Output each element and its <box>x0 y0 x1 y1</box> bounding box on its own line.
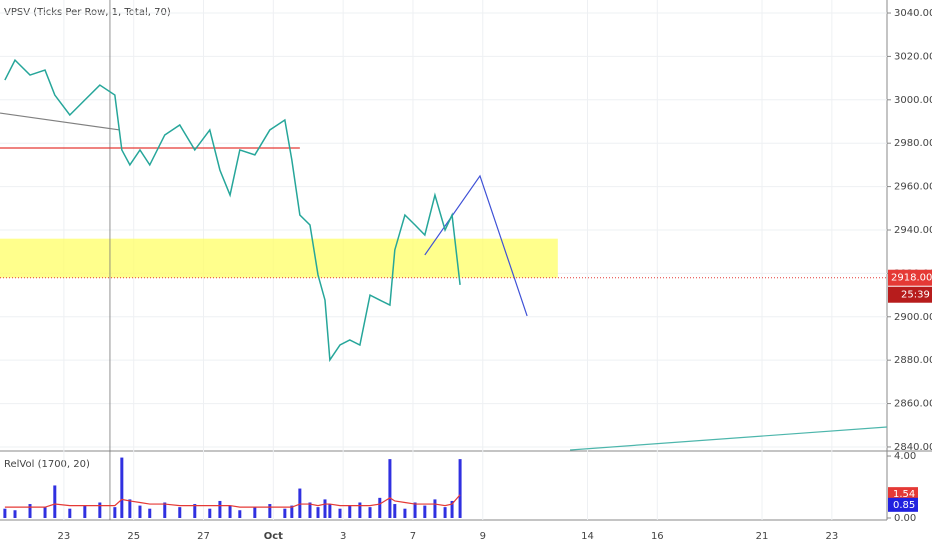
y-tick-label: 2960.00 <box>894 182 932 193</box>
y-tick-label: 0.00 <box>894 513 916 524</box>
relvol-bar <box>323 499 327 518</box>
relvol-bar <box>120 457 124 518</box>
relvol-bar <box>443 507 447 518</box>
x-tick-label: 25 <box>127 531 140 542</box>
last-value-box <box>888 497 918 512</box>
relvol-bar <box>283 508 287 518</box>
x-tick-label: 16 <box>651 531 664 542</box>
relvol-bar <box>316 507 320 518</box>
relvol-bar <box>128 499 132 518</box>
countdown-label: 25:39 <box>901 290 930 301</box>
relvol-bar <box>433 499 437 518</box>
relvol-bar <box>193 504 197 518</box>
relvol-bar <box>290 505 294 518</box>
relvol-bar <box>178 507 182 518</box>
relvol-bar <box>328 504 332 518</box>
relvol-average <box>4 494 461 508</box>
relvol-bar <box>423 505 427 518</box>
relvol-bar <box>378 497 382 518</box>
x-tick-label: 21 <box>756 531 769 542</box>
relvol-bar <box>98 502 102 518</box>
last-price-label: 2918.00 <box>891 273 932 284</box>
relvol-bar <box>3 508 7 518</box>
relvol-bar <box>228 505 232 518</box>
x-tick-label: 23 <box>58 531 71 542</box>
y-tick-label: 2980.00 <box>894 138 932 149</box>
x-tick-label: 9 <box>480 531 486 542</box>
relvol-bar <box>403 508 407 518</box>
last-value-box <box>888 487 918 502</box>
y-tick-label: 3020.00 <box>894 51 932 62</box>
y-tick-label: 2880.00 <box>894 355 932 366</box>
relvol-bar <box>298 488 302 518</box>
relvol-bar <box>83 505 87 518</box>
x-tick-label: 27 <box>197 531 210 542</box>
relvol-bar <box>348 505 352 518</box>
y-tick-label: 2860.00 <box>894 399 932 410</box>
relvol-bar <box>53 485 57 518</box>
relvol-bar <box>253 507 257 518</box>
relvol-bar <box>113 507 117 518</box>
price-line <box>4 58 461 363</box>
x-tick-label: 7 <box>410 531 416 542</box>
relvol-bar <box>163 502 167 518</box>
relvol-bar <box>458 459 462 518</box>
relvol-bar <box>68 508 72 518</box>
relvol-bar <box>208 508 212 518</box>
x-tick-label: 3 <box>340 531 346 542</box>
y-tick-label: 2900.00 <box>894 312 932 323</box>
last-value-label: 0.85 <box>893 500 915 511</box>
last-value-label: 1.54 <box>893 489 915 500</box>
relvol-bar <box>28 504 32 518</box>
relvol-bar <box>268 504 272 518</box>
relvol-bar <box>43 507 47 518</box>
last-price-box <box>888 269 932 286</box>
relvol-bar <box>393 504 397 518</box>
relvol-bar <box>338 508 342 518</box>
relvol-bar <box>138 505 142 518</box>
relvol-bar <box>450 500 454 518</box>
y-tick-label: 2940.00 <box>894 225 932 236</box>
relvol-bar <box>368 507 372 518</box>
relvol-bar <box>148 508 152 518</box>
y-tick-label: 3040.00 <box>894 8 932 19</box>
relvol-bar <box>218 500 222 518</box>
price-title: VPSV (Ticks Per Row, 1, Total, 70) <box>4 7 171 18</box>
countdown-box <box>888 286 932 303</box>
x-tick-label: 14 <box>581 531 594 542</box>
drawing-line <box>0 112 120 131</box>
relvol-bar <box>358 502 362 518</box>
drawing-line <box>569 426 888 451</box>
relvol-bar <box>413 502 417 518</box>
y-tick-label: 2840.00 <box>894 442 932 453</box>
y-tick-label: 3000.00 <box>894 95 932 106</box>
x-tick-label: Oct <box>264 531 283 542</box>
y-tick-label: 4.00 <box>894 451 916 462</box>
relvol-title: RelVol (1700, 20) <box>4 459 90 470</box>
highlight-zone <box>0 238 558 278</box>
x-tick-label: 23 <box>825 531 838 542</box>
relvol-bar <box>388 459 392 518</box>
relvol-bar <box>308 502 312 518</box>
relvol-bar <box>238 510 242 518</box>
drawing-line <box>424 174 528 317</box>
relvol-bar <box>13 510 17 518</box>
